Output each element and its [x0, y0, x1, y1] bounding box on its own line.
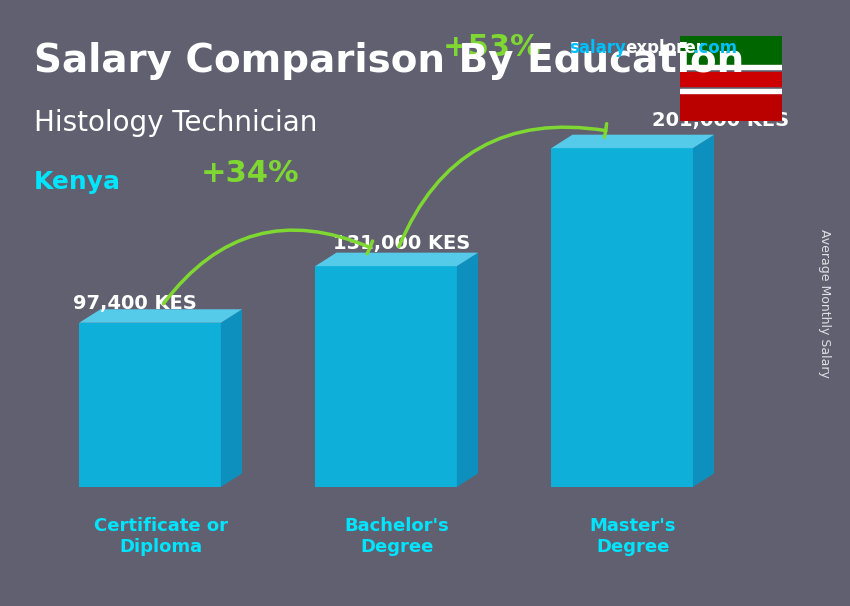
Polygon shape — [221, 309, 242, 487]
Text: Certificate or
Diploma: Certificate or Diploma — [94, 518, 228, 556]
Bar — [680, 72, 782, 85]
Polygon shape — [552, 135, 714, 148]
Text: .com: .com — [693, 39, 738, 58]
Polygon shape — [79, 309, 242, 323]
Polygon shape — [456, 253, 478, 487]
Text: Bachelor's
Degree: Bachelor's Degree — [344, 518, 449, 556]
Text: 97,400 KES: 97,400 KES — [73, 295, 197, 313]
Text: Kenya: Kenya — [34, 170, 121, 194]
Bar — [680, 89, 782, 93]
Text: +34%: +34% — [201, 159, 300, 188]
Bar — [680, 93, 782, 121]
Text: salary: salary — [570, 39, 626, 58]
Polygon shape — [552, 148, 693, 487]
Bar — [680, 36, 782, 65]
Polygon shape — [315, 253, 478, 266]
Text: 131,000 KES: 131,000 KES — [333, 235, 470, 253]
Bar — [680, 65, 782, 69]
Text: 201,000 KES: 201,000 KES — [652, 112, 789, 130]
Polygon shape — [79, 323, 221, 487]
Text: Average Monthly Salary: Average Monthly Salary — [818, 228, 831, 378]
Polygon shape — [315, 266, 456, 487]
Polygon shape — [693, 135, 714, 487]
Text: Histology Technician: Histology Technician — [34, 109, 317, 137]
Text: Salary Comparison By Education: Salary Comparison By Education — [34, 42, 745, 81]
Text: Master's
Degree: Master's Degree — [589, 518, 676, 556]
Text: +53%: +53% — [443, 33, 541, 62]
Text: explorer: explorer — [625, 39, 704, 58]
